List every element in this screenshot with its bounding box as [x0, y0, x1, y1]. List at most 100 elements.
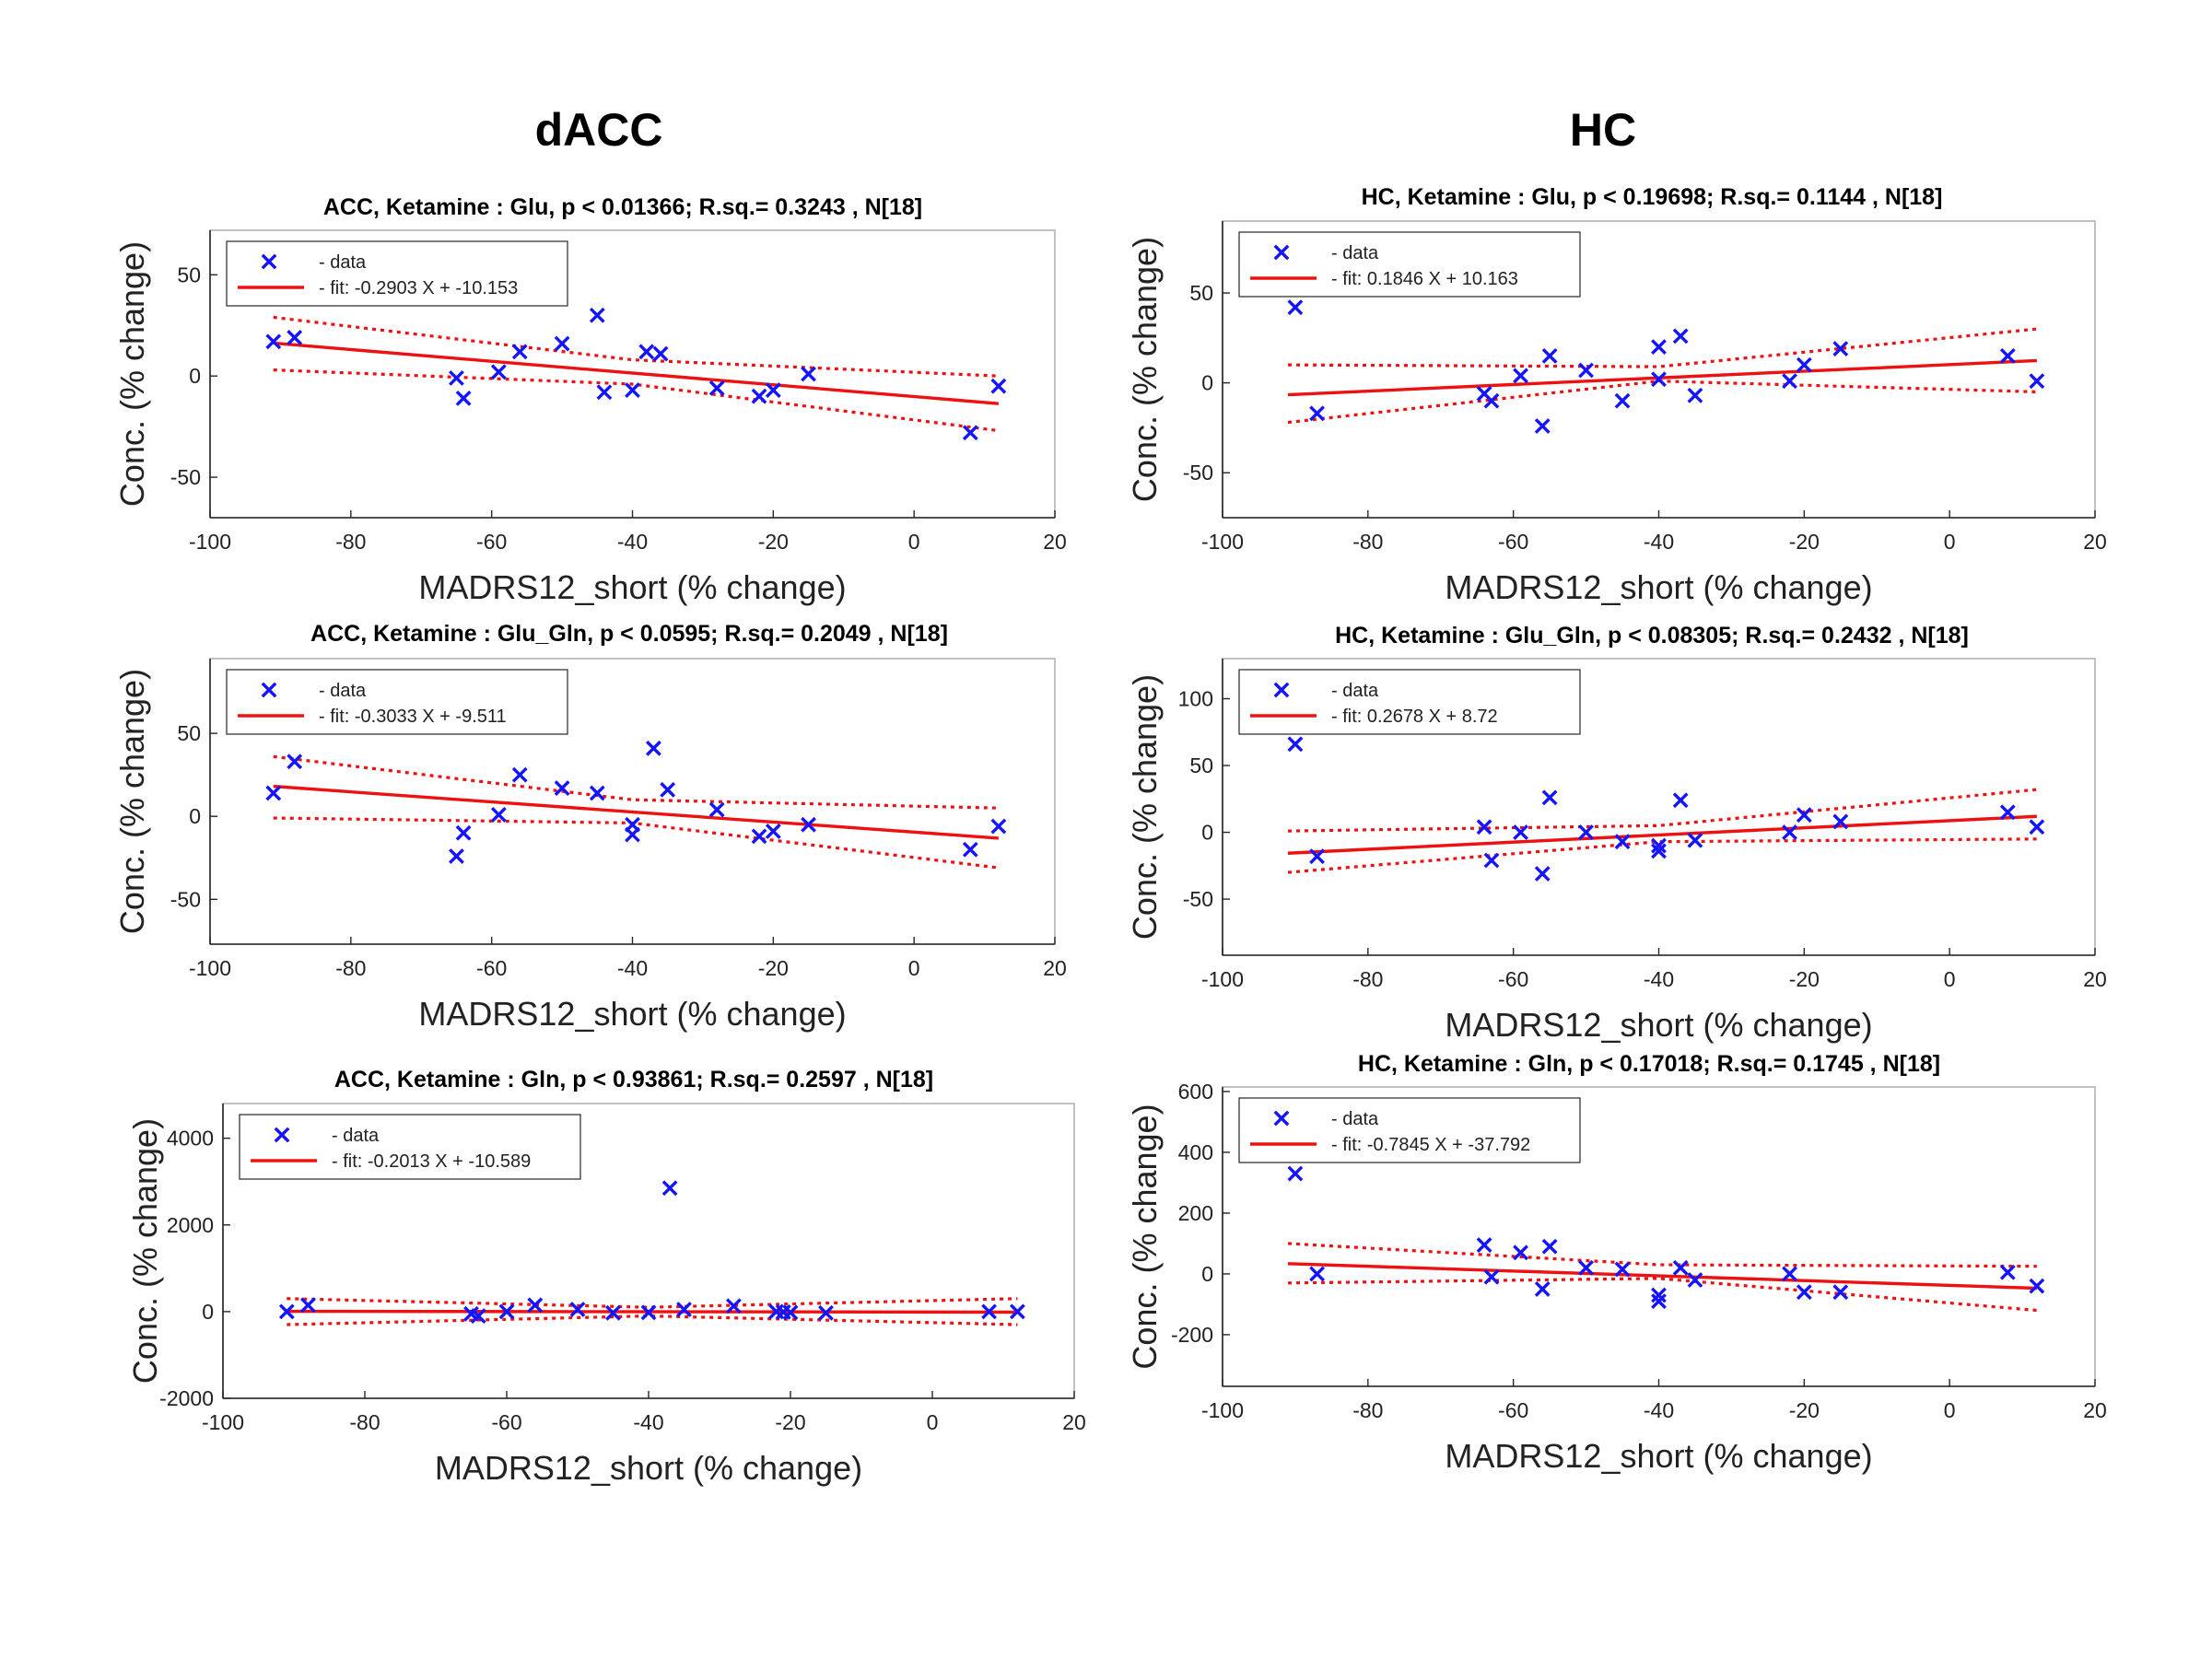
panel-acc-glu-gln: ACC, Ketamine : Glu_Gln, p < 0.0595; R.s…	[113, 621, 1067, 1033]
panel-hc-gln: HC, Ketamine : Gln, p < 0.17018; R.sq.= …	[1126, 1051, 2107, 1475]
x-axis-label: MADRS12_short (% change)	[418, 568, 846, 606]
data-point	[1832, 813, 1849, 830]
data-point	[782, 1304, 799, 1321]
panel-title: ACC, Ketamine : Glu, p < 0.01366; R.sq.=…	[323, 194, 922, 220]
confidence-band-lower	[273, 816, 1000, 870]
legend-box	[1238, 231, 1581, 298]
data-point	[1687, 1272, 1703, 1288]
data-point	[1309, 848, 1325, 865]
y-tick-label: -50	[1183, 887, 1213, 911]
y-tick-label: 50	[177, 721, 201, 745]
data-point	[1309, 1266, 1325, 1282]
data-point	[652, 345, 669, 362]
y-tick-label: -50	[170, 887, 201, 911]
y-tick-label: 0	[1201, 821, 1213, 845]
data-point	[708, 801, 725, 818]
data-point	[1483, 852, 1500, 869]
legend-fit-label: - fit: 0.2678 X + 8.72	[1331, 707, 1498, 727]
data-point	[1578, 362, 1594, 379]
data-point	[1999, 804, 2016, 821]
panel-title: HC, Ketamine : Glu, p < 0.19698; R.sq.= …	[1362, 184, 1943, 210]
data-point	[1614, 392, 1631, 409]
data-point	[1541, 347, 1558, 364]
x-tick-label: -40	[633, 1410, 663, 1434]
x-tick-label: -80	[1352, 530, 1383, 554]
y-axis-label: Conc. (% change)	[113, 241, 151, 507]
legend-box	[239, 1114, 581, 1180]
legend-data-marker	[261, 682, 277, 698]
legend-fit-label: - fit: -0.2013 X + -10.589	[332, 1151, 531, 1172]
x-tick-label: 0	[1944, 1398, 1956, 1422]
x-tick-label: -100	[1201, 1398, 1244, 1422]
confidence-band-upper	[273, 754, 999, 810]
panel-title: HC, Ketamine : Glu_Gln, p < 0.08305; R.s…	[1335, 623, 1969, 648]
data-point	[1541, 1238, 1558, 1255]
legend-box	[1238, 669, 1581, 735]
y-tick-label: 50	[1189, 281, 1213, 305]
y-tick-label: 600	[1178, 1080, 1213, 1104]
data-point	[962, 841, 978, 858]
fit-line	[1287, 1262, 2037, 1291]
data-point	[765, 824, 781, 839]
data-point	[725, 1298, 742, 1314]
confidence-band-upper	[273, 315, 999, 378]
data-point	[1309, 405, 1325, 422]
data-point	[1651, 339, 1667, 356]
legend-data-marker	[274, 1127, 290, 1143]
data-point	[1483, 1268, 1500, 1285]
y-axis-label: Conc. (% change)	[1126, 674, 1164, 940]
data-point	[801, 366, 816, 382]
data-point	[1534, 1281, 1551, 1297]
fit-line	[273, 784, 999, 840]
legend-box	[1238, 1097, 1581, 1163]
y-tick-label: 200	[1178, 1201, 1213, 1225]
x-tick-label: -60	[476, 530, 507, 554]
data-point	[1287, 1165, 1304, 1182]
data-point	[625, 816, 640, 833]
data-point	[1796, 807, 1812, 824]
legend-box	[226, 240, 568, 307]
y-tick-label: 0	[189, 364, 201, 388]
y-tick-label: 50	[1189, 754, 1213, 777]
legend-data-marker	[261, 253, 277, 270]
data-point	[1796, 356, 1812, 373]
data-point	[265, 333, 282, 350]
legend-data-label: - data	[319, 681, 367, 701]
data-point	[1513, 368, 1528, 384]
confidence-band-upper	[1287, 1242, 2037, 1268]
data-point	[1541, 789, 1558, 806]
data-point	[1832, 341, 1849, 356]
data-point	[1534, 866, 1551, 882]
data-point	[1614, 834, 1631, 850]
data-point	[1672, 792, 1689, 809]
data-point	[455, 390, 472, 406]
x-tick-label: 20	[1043, 530, 1067, 554]
data-point	[708, 380, 725, 396]
y-axis-label: Conc. (% change)	[113, 669, 151, 934]
legend-data-label: - data	[319, 252, 367, 273]
data-point	[449, 369, 464, 386]
legend-fit-label: - fit: -0.7845 X + -37.792	[1331, 1135, 1530, 1155]
data-point	[1782, 373, 1797, 390]
y-tick-label: -200	[1171, 1323, 1213, 1347]
x-tick-label: -20	[758, 530, 789, 554]
panel-hc-glu: HC, Ketamine : Glu, p < 0.19698; R.sq.= …	[1126, 184, 2107, 606]
data-point	[962, 425, 978, 441]
x-tick-label: -100	[202, 1410, 244, 1434]
x-tick-label: -100	[189, 530, 231, 554]
data-point	[554, 780, 570, 796]
data-point	[527, 1297, 544, 1314]
legend-data-label: - data	[332, 1126, 380, 1146]
data-point	[455, 824, 472, 841]
confidence-band-upper	[287, 1297, 1018, 1309]
data-point	[511, 766, 528, 783]
data-point	[1687, 832, 1703, 848]
x-tick-label: -40	[1644, 530, 1674, 554]
data-point	[646, 740, 661, 756]
data-point	[1687, 387, 1703, 403]
legend-box	[226, 669, 568, 735]
data-point	[1513, 824, 1528, 840]
x-tick-label: 20	[2083, 1398, 2107, 1422]
y-tick-label: 400	[1178, 1140, 1213, 1164]
legend-data-marker	[1273, 682, 1290, 698]
